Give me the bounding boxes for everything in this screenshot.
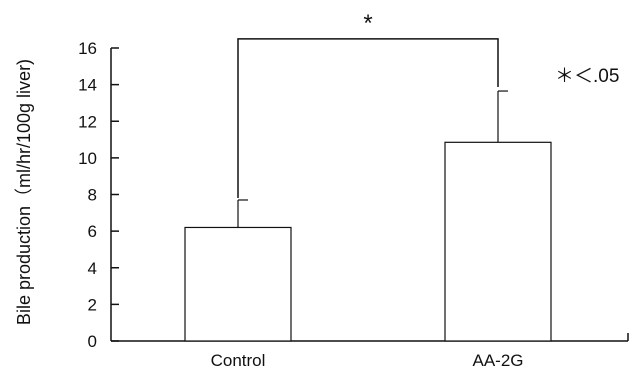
category-label: Control xyxy=(211,351,266,370)
significance-star: * xyxy=(363,10,372,37)
y-ticks: 0 2 4 6 8 10 12 14 16 xyxy=(78,39,119,351)
bar-control xyxy=(184,226,292,342)
category-labels: Control AA-2G xyxy=(211,351,524,370)
y-tick-label: 12 xyxy=(78,112,97,131)
y-tick-label: 2 xyxy=(88,295,97,314)
significance-note: ＊＜.05 xyxy=(555,66,619,87)
y-tick-label: 4 xyxy=(88,259,97,278)
bars xyxy=(184,141,552,342)
y-tick-label: 16 xyxy=(78,39,97,58)
y-tick-label: 0 xyxy=(88,332,97,351)
category-label: AA-2G xyxy=(472,351,523,370)
y-tick-label: 10 xyxy=(78,149,97,168)
y-tick-label: 6 xyxy=(88,222,97,241)
y-tick-label: 14 xyxy=(78,76,97,95)
bar-aa-2g xyxy=(444,141,552,342)
error-bars xyxy=(237,90,508,228)
significance-bracket xyxy=(237,38,499,198)
y-axis-label: Bile production（ml/hr/100g liver) xyxy=(14,59,34,325)
y-tick-label: 8 xyxy=(88,186,97,205)
